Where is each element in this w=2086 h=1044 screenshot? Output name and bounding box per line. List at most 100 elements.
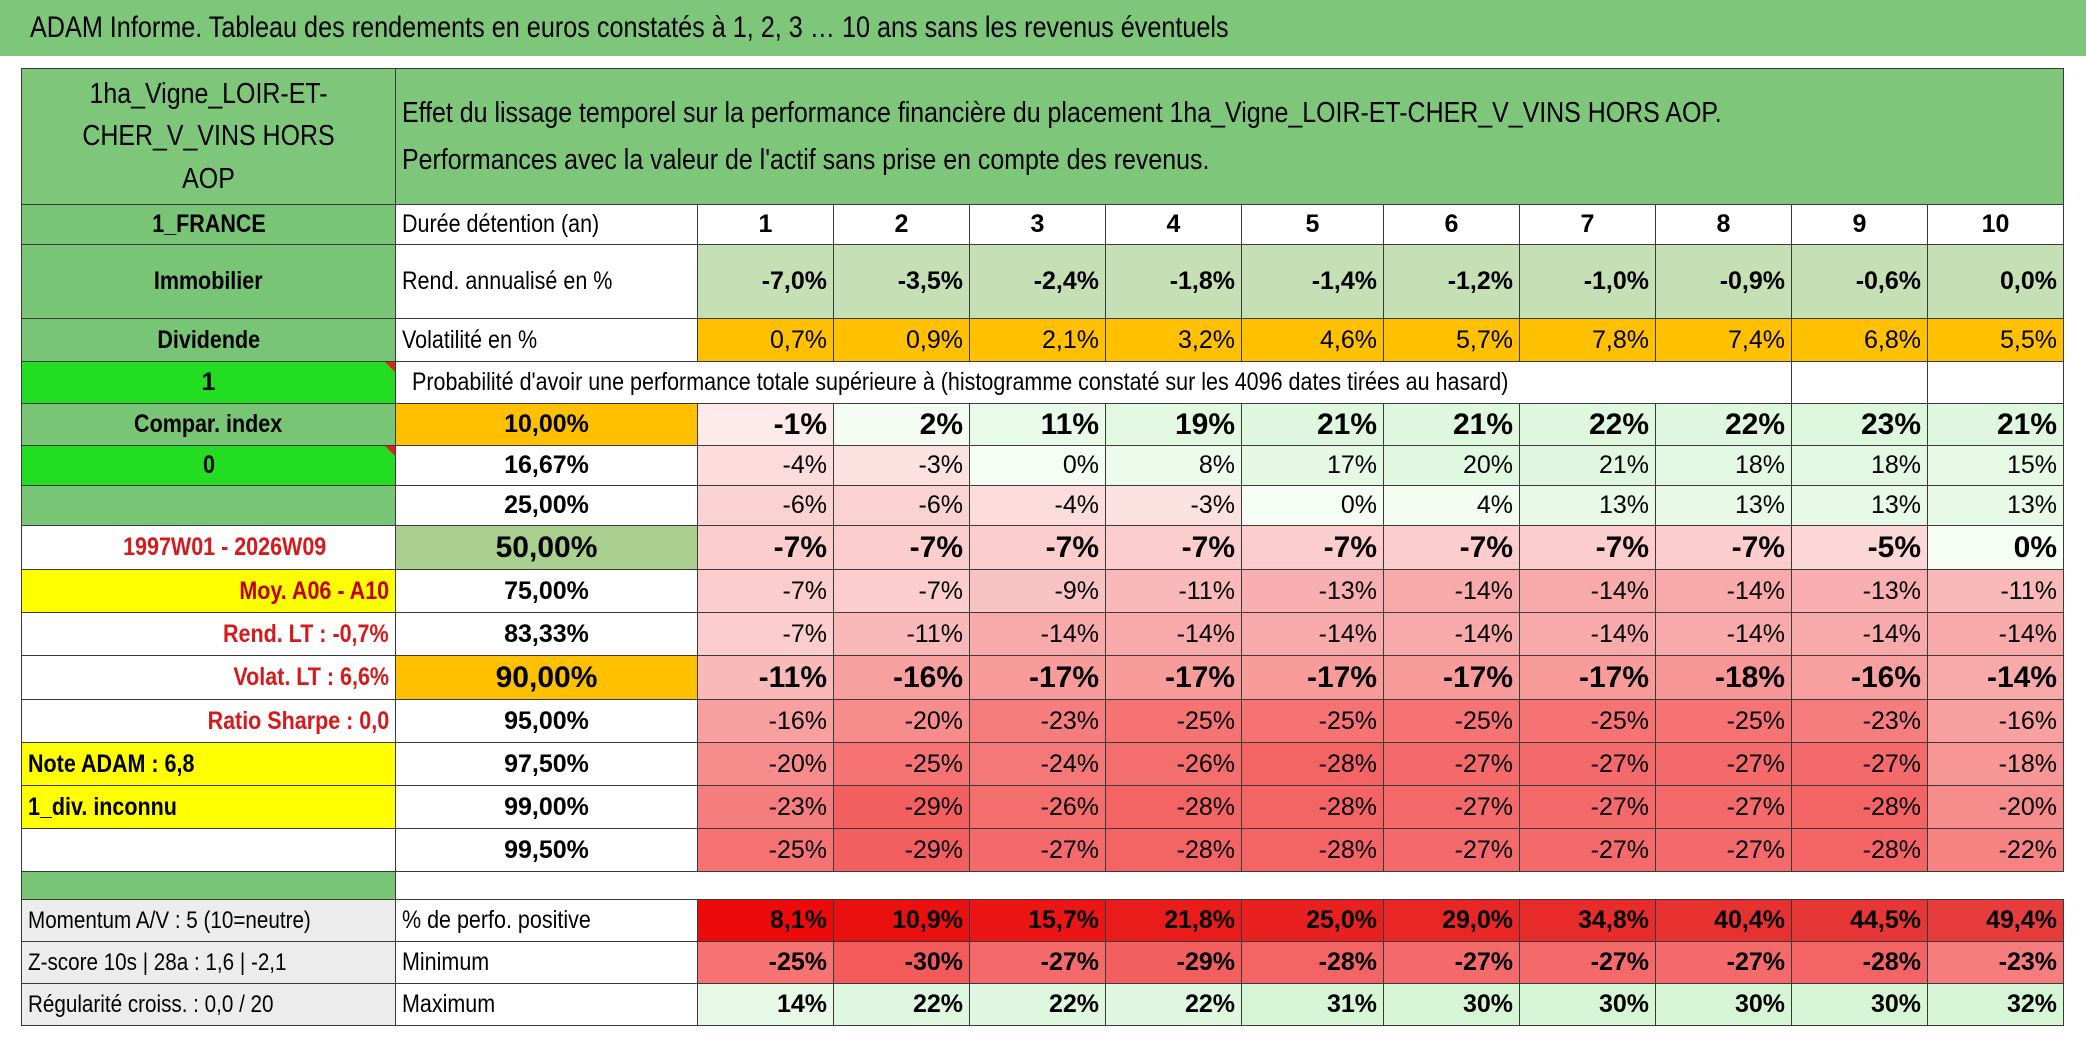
min-label: Minimum — [402, 948, 490, 976]
quantile-value: -11% — [1927, 569, 2064, 613]
min-value: -27% — [969, 941, 1106, 984]
quantile-value: -22% — [1927, 828, 2064, 872]
quantile-value: -7% — [1383, 525, 1520, 570]
quantile-value: -7% — [833, 569, 970, 613]
quantile-value: -11% — [833, 612, 970, 656]
max-value: 22% — [833, 983, 970, 1026]
div-label: 1_div. inconnu — [28, 792, 177, 821]
quantile-value: -11% — [1105, 569, 1242, 613]
duration-1: 1 — [697, 204, 834, 245]
quantile-value: -25% — [1519, 699, 1656, 743]
max-value: 22% — [1105, 983, 1242, 1026]
annual-return-value: -2,4% — [969, 244, 1106, 319]
min-value: -25% — [697, 941, 834, 984]
quantile-value: -27% — [1791, 742, 1928, 786]
quantile-label: 16,67% — [395, 445, 698, 486]
quantile-value: -11% — [697, 655, 834, 700]
quantile-value: -7% — [697, 525, 834, 570]
quantile-value: -23% — [697, 785, 834, 829]
quantile-label: 90,00% — [395, 655, 698, 700]
quantile-value: -7% — [833, 525, 970, 570]
period-cell: 1997W01 - 2026W09 — [21, 525, 396, 570]
asset-description-cell: Effet du lissage temporel sur la perform… — [395, 68, 2064, 205]
quantile-value: -27% — [1519, 828, 1656, 872]
quantile-value: -13% — [1791, 569, 1928, 613]
compar-index-cell: Compar. index — [21, 403, 396, 446]
max-value: 30% — [1383, 983, 1520, 1026]
quantile-value: 15% — [1927, 445, 2064, 486]
quantile-row: Moy. A06 - A10 75,00% -7% -7% -9% -11% -13% -14… — [21, 569, 2064, 613]
spacer-row — [21, 871, 2064, 900]
quantile-value: -28% — [1105, 785, 1242, 829]
annual-return-value: -7,0% — [697, 244, 834, 319]
quantile-row: Compar. index 10,00% -1% 2% 11% 19% 21% 21% 22% 2… — [21, 403, 2064, 446]
volatility-value: 2,1% — [969, 318, 1106, 362]
positive-value: 15,7% — [969, 899, 1106, 942]
quantile-value: -25% — [1105, 699, 1242, 743]
volat-lt-cell: Volat. LT : 6,6% — [21, 655, 396, 700]
page-title: ADAM Informe. Tableau des rendements en … — [30, 11, 1229, 44]
duration-row: 1_FRANCE Durée détention (an) 1 2 3 4 5 … — [21, 204, 2064, 245]
quantile-value: -16% — [697, 699, 834, 743]
positive-value: 29,0% — [1383, 899, 1520, 942]
quantile-value: 22% — [1519, 403, 1656, 446]
quantile-value: -18% — [1927, 742, 2064, 786]
probability-header: Probabilité d'avoir une performance tota… — [412, 368, 1509, 396]
quantile-value: 13% — [1655, 485, 1792, 526]
duration-9: 9 — [1791, 204, 1928, 245]
quantile-value: -7% — [697, 569, 834, 613]
max-value: 30% — [1655, 983, 1792, 1026]
quantile-label: 83,33% — [395, 612, 698, 656]
volat-lt-label: Volat. LT : 6,6% — [233, 663, 389, 691]
annual-return-value: -0,9% — [1655, 244, 1792, 319]
quantile-value: -29% — [833, 785, 970, 829]
annual-return-value: -1,4% — [1241, 244, 1384, 319]
min-value: -28% — [1241, 941, 1384, 984]
quantile-value: -20% — [833, 699, 970, 743]
quantile-label: 75,00% — [395, 569, 698, 613]
flag2-label: 0 — [202, 451, 215, 479]
quantile-value: -14% — [1241, 612, 1384, 656]
compar-index-label: Compar. index — [134, 410, 283, 438]
duration-6: 6 — [1383, 204, 1520, 245]
country-cell: 1_FRANCE — [21, 204, 396, 245]
quantile-value: 23% — [1791, 403, 1928, 446]
rend-lt-cell: Rend. LT : -0,7% — [21, 612, 396, 656]
quantile-value: 2% — [833, 403, 970, 446]
quantile-value: 0% — [969, 445, 1106, 486]
quantile-row: Volat. LT : 6,6% 90,00% -11% -16% -17% -17% -1… — [21, 655, 2064, 700]
empty-green-cell — [21, 485, 396, 526]
annual-return-value: -0,6% — [1791, 244, 1928, 319]
max-label: Maximum — [402, 990, 496, 1018]
quantile-row: Note ADAM : 6,8 97,50% -20% -25% -24% -26% -28… — [21, 742, 2064, 786]
type-cell: Dividende — [21, 318, 396, 362]
quantile-label: 50,00% — [395, 525, 698, 570]
quantile-value: 18% — [1791, 445, 1928, 486]
positive-label: % de perfo. positive — [402, 906, 591, 934]
quantile-value: -16% — [1927, 699, 2064, 743]
empty-cell — [21, 828, 396, 872]
positive-value: 40,4% — [1655, 899, 1792, 942]
note-label: Note ADAM : 6,8 — [28, 749, 195, 778]
volatility-value: 7,8% — [1519, 318, 1656, 362]
empty-cell — [1927, 361, 2064, 404]
quantile-value: -27% — [1655, 828, 1792, 872]
quantile-value: -25% — [1383, 699, 1520, 743]
spacer-green-cell — [21, 871, 396, 900]
volatility-row: Dividende Volatilité en % 0,7% 0,9% 2,1%… — [21, 318, 2064, 362]
quantile-row: Ratio Sharpe : 0,0 95,00% -16% -20% -23% -25%… — [21, 699, 2064, 743]
quantile-value: -14% — [1519, 569, 1656, 613]
period-label: 1997W01 - 2026W09 — [123, 533, 327, 561]
quantile-value: -7% — [1241, 525, 1384, 570]
quantile-value: -28% — [1791, 828, 1928, 872]
min-value: -29% — [1105, 941, 1242, 984]
max-value: 32% — [1927, 983, 2064, 1026]
max-value: 30% — [1791, 983, 1928, 1026]
duration-3: 3 — [969, 204, 1106, 245]
quantile-label: 25,00% — [395, 485, 698, 526]
quantile-value: -17% — [1241, 655, 1384, 700]
duration-4: 4 — [1105, 204, 1242, 245]
quantile-value: -1% — [697, 403, 834, 446]
volatility-value: 0,7% — [697, 318, 834, 362]
quantile-value: -26% — [1105, 742, 1242, 786]
